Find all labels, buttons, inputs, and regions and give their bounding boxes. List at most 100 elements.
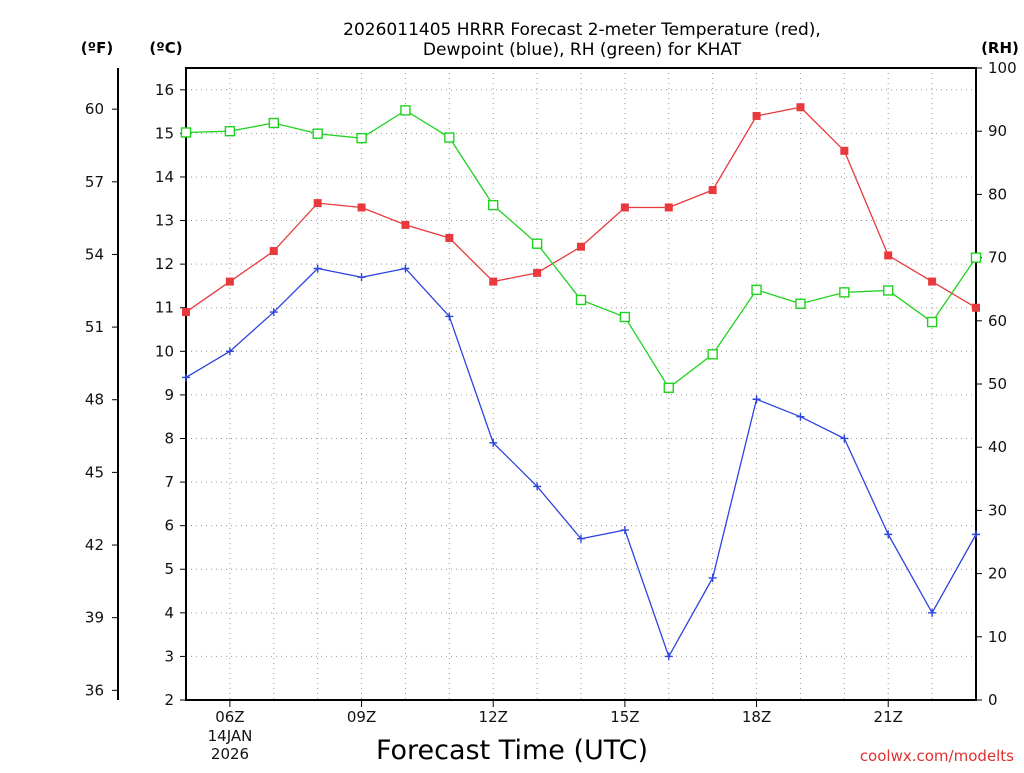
rh-point xyxy=(795,298,806,309)
dewpoint-point xyxy=(182,373,190,382)
temperature-point xyxy=(708,186,717,195)
rh-tick-label: 10 xyxy=(988,628,1007,646)
rh-point xyxy=(575,294,587,306)
rh-tick-label: 90 xyxy=(988,122,1007,140)
temperature-point xyxy=(489,277,498,286)
dewpoint-point xyxy=(664,652,673,661)
x-tick-label: 15Z xyxy=(610,708,639,726)
fahrenheit-tick-label: 45 xyxy=(85,463,104,481)
temperature-point xyxy=(928,277,937,286)
celsius-tick-label: 2 xyxy=(164,691,174,709)
temperature-point xyxy=(884,251,893,260)
fahrenheit-tick-label: 54 xyxy=(85,245,104,263)
temperature-point xyxy=(752,111,761,120)
rh-point xyxy=(707,349,718,360)
chart-title-line1: 2026011405 HRRR Forecast 2-meter Tempera… xyxy=(343,20,821,40)
rh-point xyxy=(268,117,279,129)
dewpoint-point xyxy=(884,530,893,539)
temperature-point xyxy=(664,203,673,212)
fahrenheit-unit-label: (ºF) xyxy=(81,39,113,57)
dewpoint-point xyxy=(708,573,717,582)
fahrenheit-tick-label: 42 xyxy=(85,536,104,554)
dewpoint-point xyxy=(796,412,805,421)
temperature-point xyxy=(313,199,322,208)
celsius-tick-label: 16 xyxy=(155,81,174,99)
rh-tick-label: 100 xyxy=(988,59,1017,77)
rh-tick-label: 70 xyxy=(988,249,1007,267)
rh-tick-label: 50 xyxy=(988,375,1007,393)
temperature-point xyxy=(269,247,278,256)
date-label-year: 2026 xyxy=(211,745,249,763)
rh-unit-label: (RH) xyxy=(981,39,1019,57)
rh-point xyxy=(356,132,367,144)
rh-point xyxy=(488,199,499,211)
rh-point xyxy=(663,382,674,393)
rh-tick-label: 0 xyxy=(988,691,998,709)
celsius-tick-label: 3 xyxy=(164,647,174,665)
temperature-point xyxy=(225,277,234,286)
axes: 2345678910111213141516363942454851545760… xyxy=(85,59,1017,726)
temperature-point xyxy=(357,203,366,212)
fahrenheit-tick-label: 60 xyxy=(85,100,104,118)
x-tick-label: 21Z xyxy=(874,708,903,726)
rh-point xyxy=(619,311,631,323)
rh-point xyxy=(224,125,236,137)
rh-point xyxy=(444,132,455,143)
temperature-point xyxy=(401,220,410,229)
celsius-tick-label: 9 xyxy=(164,386,174,404)
celsius-tick-label: 5 xyxy=(164,560,174,578)
dewpoint-point xyxy=(840,434,849,443)
x-axis-title: Forecast Time (UTC) xyxy=(376,735,648,766)
dewpoint-point xyxy=(928,608,937,617)
data-series xyxy=(180,103,982,661)
temperature-point xyxy=(577,242,585,251)
x-tick-label: 06Z xyxy=(215,708,244,726)
dewpoint-point xyxy=(269,308,278,317)
dewpoint-point xyxy=(445,312,454,321)
rh-point xyxy=(312,128,323,139)
celsius-tick-label: 14 xyxy=(155,168,174,186)
temperature-point xyxy=(445,233,454,242)
x-tick-label: 09Z xyxy=(347,708,376,726)
rh-tick-label: 60 xyxy=(988,312,1007,330)
fahrenheit-tick-label: 48 xyxy=(85,391,104,409)
rh-point xyxy=(883,285,894,296)
dewpoint-point xyxy=(577,534,585,543)
rh-point xyxy=(180,127,192,138)
rh-tick-label: 40 xyxy=(988,438,1007,456)
dewpoint-point xyxy=(225,347,234,356)
dewpoint-point xyxy=(533,482,542,491)
celsius-tick-label: 15 xyxy=(155,124,174,142)
celsius-tick-label: 4 xyxy=(164,604,174,622)
fahrenheit-tick-label: 36 xyxy=(85,681,104,699)
celsius-tick-label: 12 xyxy=(155,255,174,273)
celsius-tick-label: 13 xyxy=(155,212,174,230)
fahrenheit-tick-label: 51 xyxy=(85,318,104,336)
rh-point xyxy=(751,284,762,296)
temperature-point xyxy=(620,203,629,212)
rh-point xyxy=(531,238,543,249)
temperature-point xyxy=(796,103,805,112)
date-label-month: 14JAN xyxy=(208,727,253,745)
chart-title-line2: Dewpoint (blue), RH (green) for KHAT xyxy=(423,40,742,60)
celsius-tick-label: 6 xyxy=(164,517,174,535)
dewpoint-point xyxy=(972,530,980,539)
temperature-point xyxy=(533,268,542,277)
celsius-tick-label: 7 xyxy=(164,473,174,491)
rh-point xyxy=(970,252,982,263)
x-tick-label: 12Z xyxy=(479,708,508,726)
series-dewpoint xyxy=(182,264,980,661)
celsius-tick-label: 10 xyxy=(155,342,174,360)
grid-lines xyxy=(186,68,976,700)
x-tick-label: 18Z xyxy=(742,708,771,726)
rh-tick-label: 30 xyxy=(988,501,1007,519)
rh-point xyxy=(839,287,850,298)
dewpoint-point xyxy=(313,264,322,273)
dewpoint-point xyxy=(357,273,366,282)
dewpoint-point xyxy=(620,526,629,535)
series-temperature xyxy=(182,103,980,317)
celsius-tick-label: 8 xyxy=(164,429,174,447)
fahrenheit-tick-label: 57 xyxy=(85,173,104,191)
